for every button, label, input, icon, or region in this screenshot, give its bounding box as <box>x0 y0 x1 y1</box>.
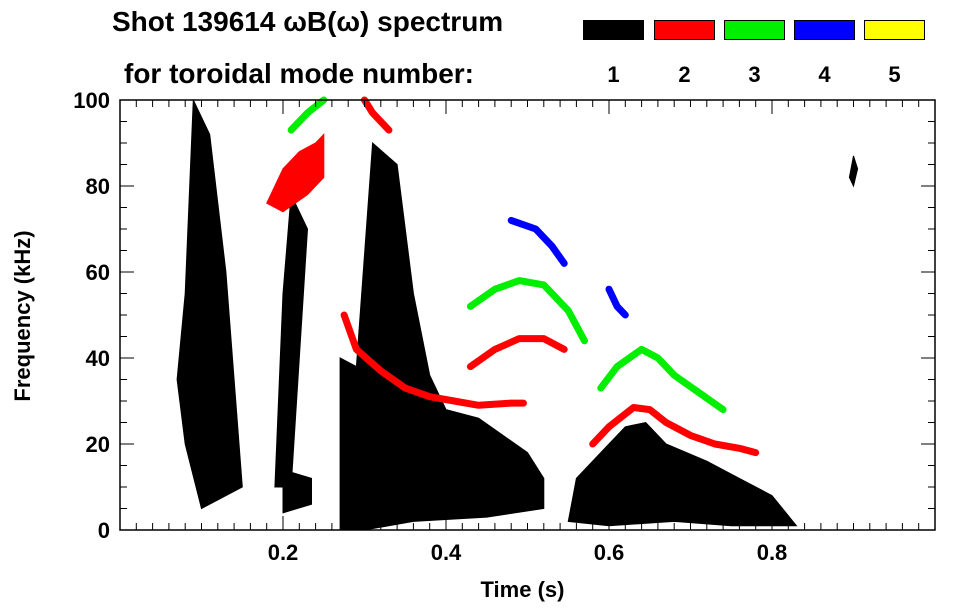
legend-swatch-mode-4 <box>794 20 855 40</box>
mode-1-region-3 <box>339 141 545 531</box>
mode-1-region-1 <box>274 192 309 488</box>
y-tick-label: 0 <box>98 518 110 543</box>
mode-1-region-0 <box>176 99 243 510</box>
y-tick-label: 100 <box>73 88 110 113</box>
mode-2-line-6 <box>340 311 527 409</box>
mode-3-line-13 <box>287 96 328 134</box>
legend-label-mode-3: 3 <box>748 62 761 87</box>
y-tick-label: 60 <box>86 260 110 285</box>
mode-2-line-7 <box>466 335 568 371</box>
y-tick-label: 80 <box>86 174 110 199</box>
chart-title-line1: Shot 139614 ωB(ω) spectrum <box>112 6 504 37</box>
legend-label-mode-5: 5 <box>888 62 901 87</box>
mode-3-line-12 <box>597 345 727 414</box>
mode-2-line-8 <box>589 404 760 457</box>
y-axis-label: Frequency (kHz) <box>10 230 35 401</box>
mode-3-line-11 <box>466 277 588 345</box>
mode-4-line-15 <box>605 285 629 319</box>
mode-4-line-14 <box>507 216 568 267</box>
legend-swatch-mode-5 <box>864 20 925 40</box>
y-tick-label: 40 <box>86 346 110 371</box>
mode-1-region-5 <box>848 155 859 188</box>
x-tick-label: 0.6 <box>594 540 625 565</box>
spectrum-features <box>176 96 859 531</box>
legend-swatch-mode-2 <box>654 20 715 40</box>
mode-1-region-4 <box>567 421 798 527</box>
mode-2-region-9 <box>266 133 325 213</box>
legend-swatch-mode-1 <box>583 20 644 40</box>
legend-label-mode-2: 2 <box>678 62 691 87</box>
mode-1-region-2 <box>282 469 312 514</box>
legend-label-mode-1: 1 <box>607 62 620 87</box>
legend-swatch-mode-3 <box>724 20 785 40</box>
x-axis-label: Time (s) <box>481 577 565 602</box>
chart-title-line2: for toroidal mode number: <box>124 58 474 89</box>
axis-ticks: 0.2 0.4 0.6 0.8 0 20 40 60 80 100 <box>73 88 935 565</box>
x-tick-label: 0.4 <box>431 540 462 565</box>
legend-label-mode-4: 4 <box>818 62 831 87</box>
y-tick-label: 20 <box>86 432 110 457</box>
x-tick-label: 0.8 <box>757 540 788 565</box>
mode-2-line-10 <box>361 96 393 134</box>
x-tick-label: 0.2 <box>268 540 299 565</box>
